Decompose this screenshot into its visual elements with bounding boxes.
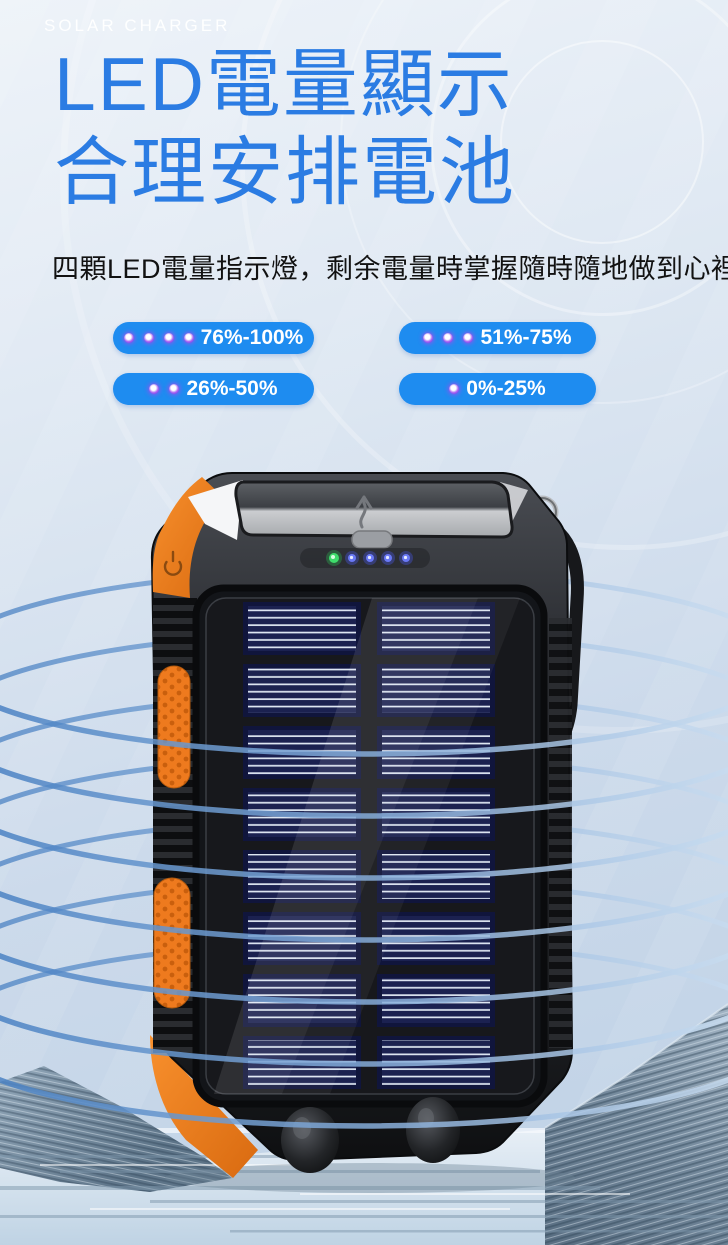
led-dot-icon	[143, 333, 154, 343]
battery-range-label: 76%-100%	[200, 326, 304, 349]
led-dot-icon	[149, 384, 160, 394]
wireless-rings-front	[0, 704, 728, 1129]
battery-level-pill: 0%-25%	[399, 373, 596, 405]
led-dot-icon	[123, 333, 134, 343]
clasp-tab	[351, 530, 393, 549]
led-dot-icon	[449, 384, 460, 394]
solar-panel	[192, 584, 548, 1108]
led-dots-group	[423, 333, 474, 343]
battery-range-label: 51%-75%	[480, 326, 572, 349]
led-dot-icon	[463, 333, 474, 343]
power-bank	[150, 472, 584, 1178]
eyebrow-text: SOLAR CHARGER	[44, 16, 231, 35]
arrow-up-icon	[355, 495, 373, 529]
led-dots-group	[123, 333, 194, 343]
led-dot-icon	[183, 333, 194, 343]
orange-corner-bottom-left	[150, 1035, 258, 1178]
device-shadow	[165, 1163, 575, 1193]
battery-level-pill: 26%-50%	[113, 373, 314, 405]
flashlight-lens	[406, 1097, 460, 1163]
panel-glare	[214, 598, 478, 1094]
page-title-line1: LED電量顯示	[54, 42, 514, 126]
battery-range-label: 0%-25%	[466, 377, 546, 400]
led-dot-icon	[423, 333, 434, 343]
top-lid	[234, 480, 514, 539]
grip-pads	[153, 665, 191, 1009]
led-dot-icon	[169, 384, 180, 394]
led-dot-icon	[443, 333, 454, 343]
panel-glare	[282, 598, 520, 1094]
led-dots-group	[149, 384, 180, 394]
battery-level-pill: 51%-75%	[399, 322, 596, 354]
led-dots-group	[449, 384, 460, 394]
right-rib-grip	[549, 618, 572, 1048]
status-led-blue	[345, 551, 413, 565]
page-subtitle: 四顆LED電量指示燈，剩余電量時掌握隨時隨地做到心裡有數	[52, 254, 728, 284]
page-title-line2: 合理安排電池	[54, 130, 517, 214]
power-icon	[163, 550, 183, 576]
battery-range-label: 26%-50%	[186, 377, 278, 400]
battery-level-pill: 76%-100%	[113, 322, 314, 354]
shine-left	[188, 480, 243, 540]
product-scene	[0, 472, 728, 1245]
led-dot-icon	[163, 333, 174, 343]
flashlight-lens	[281, 1107, 339, 1173]
status-leds	[300, 548, 430, 568]
swirl-decoration	[500, 40, 704, 244]
